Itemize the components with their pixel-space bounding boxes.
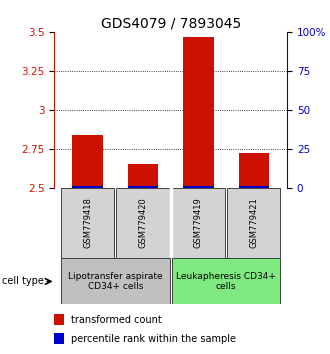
Text: Leukapheresis CD34+
cells: Leukapheresis CD34+ cells [176, 272, 276, 291]
Bar [73, 135, 103, 188]
Text: Lipotransfer aspirate
CD34+ cells: Lipotransfer aspirate CD34+ cells [68, 272, 163, 291]
Bar [227, 188, 280, 258]
Bar [61, 258, 170, 304]
Bar [54, 333, 64, 344]
Text: percentile rank within the sample: percentile rank within the sample [71, 334, 236, 344]
Bar [128, 186, 158, 188]
Text: GSM779418: GSM779418 [83, 198, 92, 249]
Bar [172, 258, 280, 304]
Bar [239, 186, 269, 188]
Text: GSM779419: GSM779419 [194, 198, 203, 249]
Bar [239, 153, 269, 188]
Bar [172, 188, 225, 258]
Bar [128, 164, 158, 188]
Text: cell type: cell type [2, 276, 44, 286]
Bar [73, 186, 103, 188]
Text: transformed count: transformed count [71, 315, 161, 325]
Text: GSM779421: GSM779421 [249, 198, 258, 249]
Text: GSM779420: GSM779420 [139, 198, 148, 249]
Bar [54, 314, 64, 325]
Title: GDS4079 / 7893045: GDS4079 / 7893045 [101, 17, 241, 31]
Bar [116, 188, 170, 258]
Bar [61, 188, 114, 258]
Bar [183, 36, 214, 188]
Bar [183, 186, 214, 188]
